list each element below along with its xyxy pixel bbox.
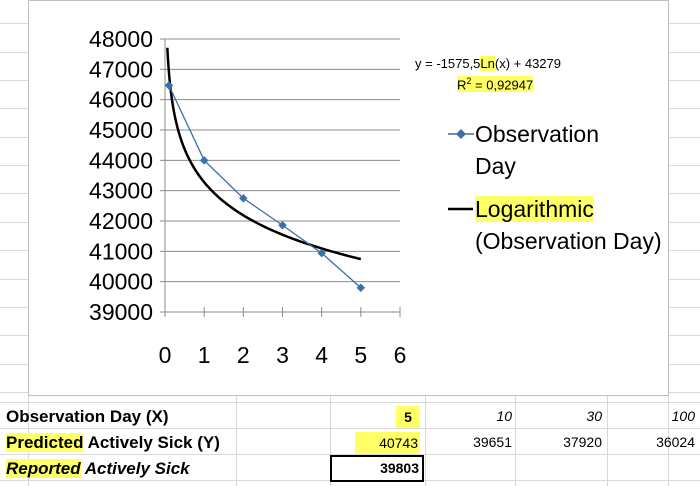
cell-predicted-5[interactable]: 40743 <box>355 432 420 454</box>
observation-line <box>168 85 362 289</box>
trendline-r-squared: R2 = 0,92947 <box>457 76 534 93</box>
cell-day-30[interactable]: 30 <box>586 408 602 424</box>
y-tick-label: 40000 <box>89 269 153 295</box>
observation-point <box>278 221 287 230</box>
x-tick-label: 3 <box>276 342 289 368</box>
x-tick-label: 4 <box>315 342 328 368</box>
y-tick-label: 41000 <box>89 238 153 264</box>
x-tick-label: 0 <box>159 342 172 368</box>
legend-logarithmic-label: Logarithmic (Observation Day) <box>475 196 662 254</box>
observation-point <box>164 81 174 90</box>
y-tick-label: 45000 <box>89 117 153 143</box>
legend-logarithmic: Logarithmic (Observation Day) <box>447 193 665 257</box>
scatter-chart: 48000 47000 46000 45000 44000 43000 42000 41000… <box>89 26 407 368</box>
trendline-equation: y = -1575,5Ln(x) + 43279 <box>415 56 561 71</box>
observation-point <box>199 156 209 165</box>
y-tick-label: 39000 <box>89 299 153 325</box>
chart-area[interactable]: 48000 47000 46000 45000 44000 43000 42000 41000… <box>28 0 669 396</box>
cell-predicted-30[interactable]: 37920 <box>563 434 602 450</box>
y-tick-label: 47000 <box>89 56 153 82</box>
y-tick-label: 43000 <box>89 178 153 204</box>
y-tick-label: 44000 <box>89 147 153 173</box>
cell-day-100[interactable]: 100 <box>671 408 695 424</box>
y-tick-label: 48000 <box>89 26 153 52</box>
legend-logarithmic-marker <box>448 207 473 211</box>
cell-day-10[interactable]: 10 <box>496 408 512 424</box>
observation-point <box>239 194 248 203</box>
logarithmic-trendline <box>166 47 362 261</box>
cell-day-5[interactable]: 5 <box>396 406 420 428</box>
cell-reported-5-selected[interactable]: 39803 <box>330 455 424 482</box>
y-tick-label: 46000 <box>89 87 153 113</box>
x-tick-label: 1 <box>198 342 211 368</box>
legend-observation: Observation Day <box>447 118 599 182</box>
table-row-reported: Reported Actively Sick 39803 <box>0 455 700 482</box>
table-row-observation-day: Observation Day (X) 5 10 30 100 <box>0 403 700 430</box>
row-label-reported[interactable]: Reported Actively Sick <box>6 459 190 478</box>
x-tick-label: 5 <box>354 342 367 368</box>
cell-predicted-100[interactable]: 36024 <box>656 434 695 450</box>
legend-observation-marker <box>448 129 474 139</box>
x-tick-label: 6 <box>394 342 407 368</box>
x-tick-label: 2 <box>237 342 250 368</box>
legend-observation-label: Observation Day <box>475 121 600 179</box>
row-label-observation-day[interactable]: Observation Day (X) <box>6 407 169 426</box>
observation-point <box>356 283 366 292</box>
table-row-predicted: Predicted Actively Sick (Y) 40743 39651 … <box>0 429 700 456</box>
observation-point <box>317 248 326 258</box>
cell-predicted-10[interactable]: 39651 <box>473 434 512 450</box>
y-tick-label: 42000 <box>89 208 153 234</box>
row-label-predicted[interactable]: Predicted Actively Sick (Y) <box>6 433 220 452</box>
